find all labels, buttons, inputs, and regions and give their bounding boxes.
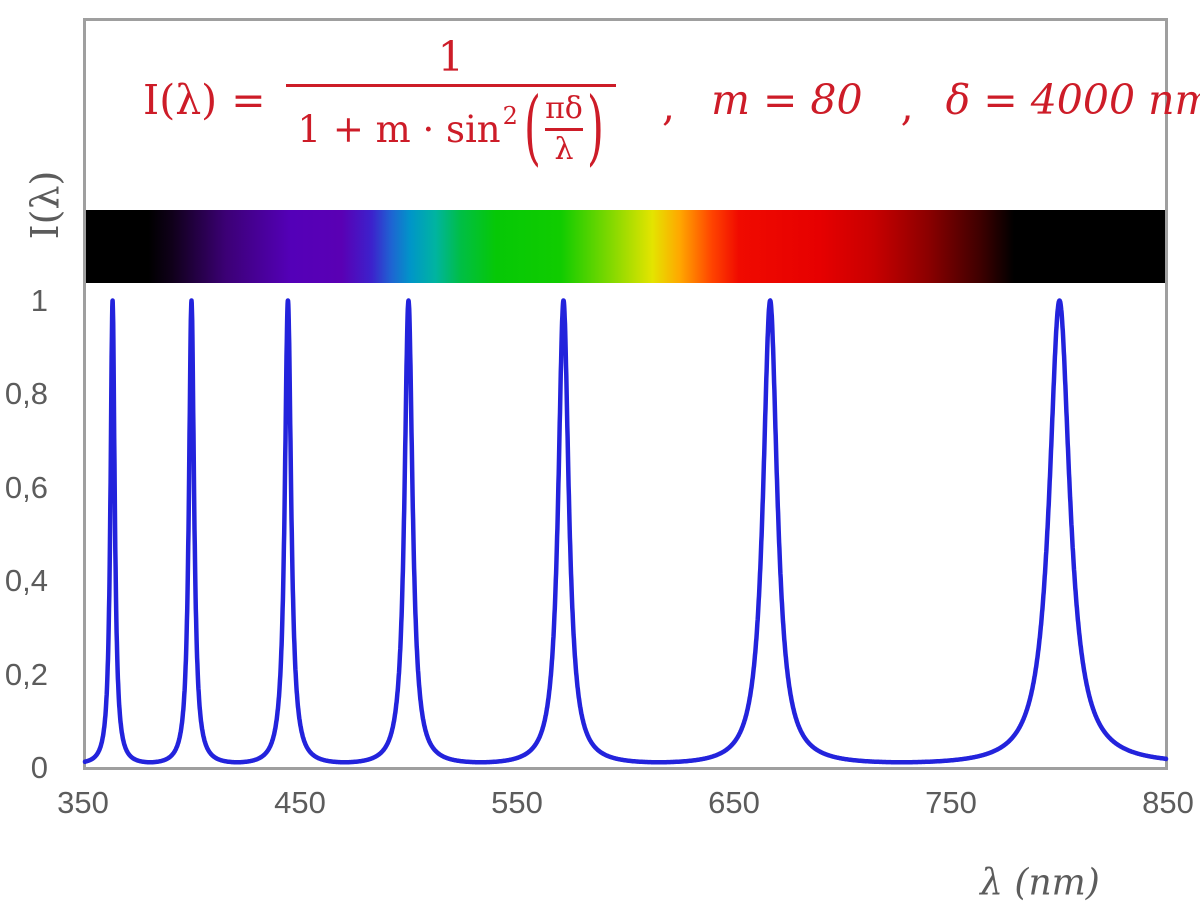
- x-tick-label: 450: [274, 785, 326, 820]
- formula-equals: =: [231, 76, 266, 124]
- open-paren: (: [523, 80, 542, 176]
- visible-spectrum-bar: [86, 210, 1165, 283]
- x-tick-label: 850: [1142, 785, 1194, 820]
- fraction-bar: [285, 84, 617, 88]
- x-tick-label: 750: [925, 785, 977, 820]
- y-tick-label: 0,8: [4, 376, 48, 411]
- x-tick-label: 650: [708, 785, 760, 820]
- comma-separator: ,: [900, 82, 914, 130]
- y-axis-title: I(λ): [23, 170, 67, 240]
- close-paren: ): [586, 80, 605, 176]
- x-tick-label: 350: [57, 785, 109, 820]
- fraction-denominator: 1 + m · sin 2 ( πδ λ ): [286, 80, 617, 176]
- param-delta: δ = 4000 nm: [945, 76, 1200, 124]
- inner-numerator: πδ: [545, 91, 583, 127]
- y-tick-label: 0,2: [4, 656, 48, 692]
- x-axis-title: λ (nm): [980, 862, 1100, 904]
- param-m: m = 80: [711, 76, 863, 124]
- denominator-text: 1 + m · sin: [297, 107, 501, 151]
- formula-annotation: I(λ) = 1 1 + m · sin 2 ( πδ λ ) , m = 80…: [143, 30, 1200, 170]
- y-tick-label: 0,6: [4, 469, 48, 505]
- formula-lhs: I(λ): [143, 76, 218, 124]
- inner-fraction: πδ λ: [545, 91, 583, 167]
- formula-fraction: 1 1 + m · sin 2 ( πδ λ ): [285, 33, 617, 176]
- y-tick-label: 1: [30, 282, 48, 318]
- y-tick-label: 0: [30, 750, 48, 785]
- x-tick-label: 550: [491, 785, 543, 820]
- y-tick-label: 0,4: [4, 563, 48, 598]
- inner-denominator: λ: [554, 131, 574, 167]
- sin-exponent: 2: [502, 102, 518, 130]
- fraction-numerator: 1: [437, 33, 464, 82]
- comma-separator: ,: [662, 82, 676, 130]
- inner-fraction-bar: [545, 128, 583, 131]
